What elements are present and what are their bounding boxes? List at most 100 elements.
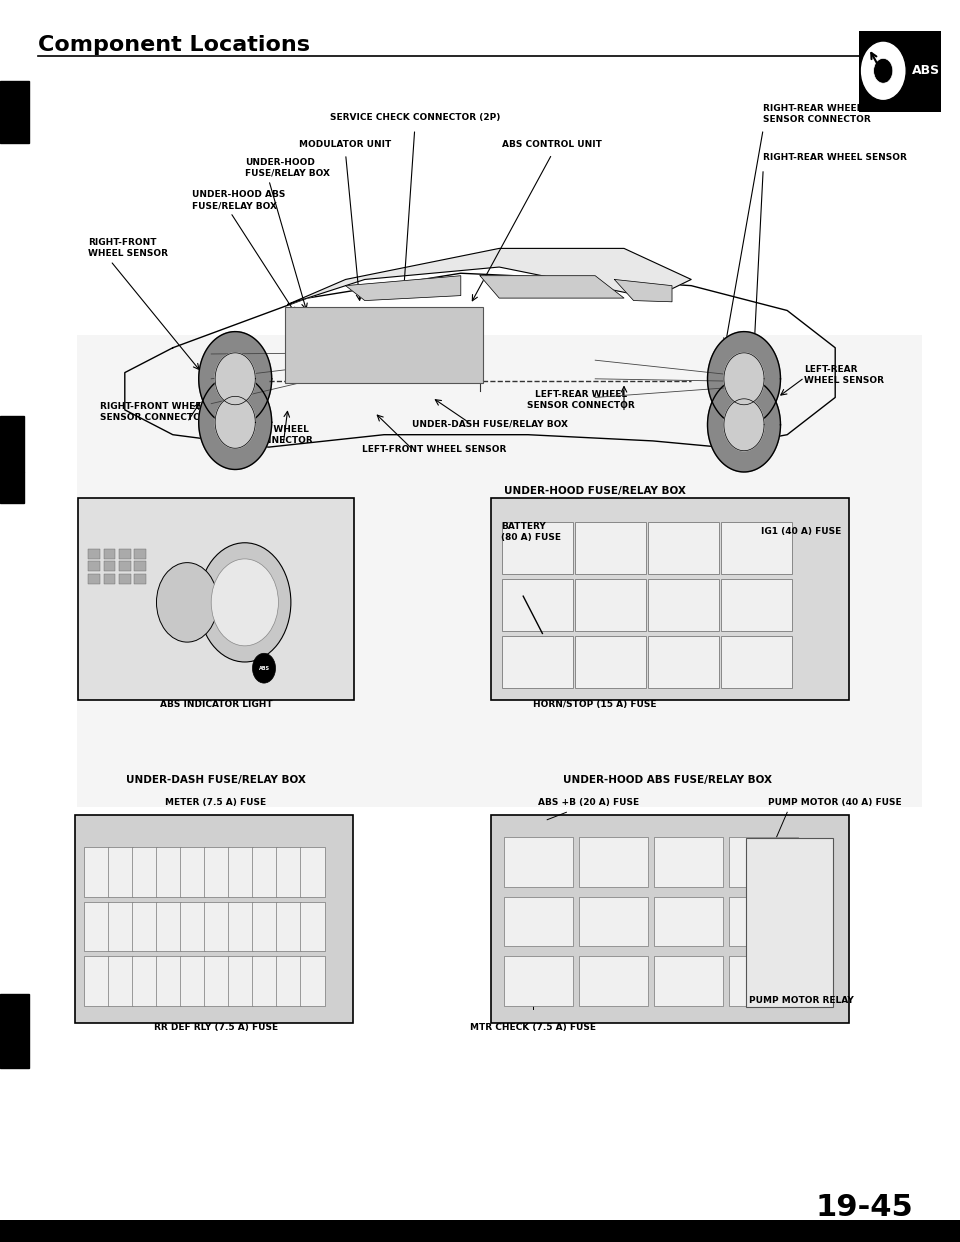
FancyBboxPatch shape [491, 815, 849, 1023]
Text: UNDER-HOOD ABS FUSE/RELAY BOX: UNDER-HOOD ABS FUSE/RELAY BOX [563, 775, 772, 785]
FancyBboxPatch shape [77, 335, 922, 807]
FancyBboxPatch shape [156, 902, 181, 951]
FancyBboxPatch shape [276, 902, 301, 951]
Text: IG1 (40 A) FUSE: IG1 (40 A) FUSE [761, 527, 842, 537]
FancyBboxPatch shape [276, 956, 301, 1006]
FancyBboxPatch shape [108, 902, 133, 951]
Text: UNDER-HOOD FUSE/RELAY BOX: UNDER-HOOD FUSE/RELAY BOX [504, 486, 686, 496]
FancyBboxPatch shape [119, 549, 131, 559]
Text: UNDER-HOOD ABS
FUSE/RELAY BOX: UNDER-HOOD ABS FUSE/RELAY BOX [192, 190, 285, 210]
FancyBboxPatch shape [579, 837, 648, 887]
FancyBboxPatch shape [104, 574, 115, 584]
Circle shape [874, 58, 893, 83]
FancyBboxPatch shape [84, 847, 109, 897]
FancyBboxPatch shape [575, 636, 646, 688]
FancyBboxPatch shape [721, 579, 792, 631]
FancyBboxPatch shape [0, 994, 29, 1068]
FancyBboxPatch shape [721, 636, 792, 688]
Polygon shape [724, 399, 764, 451]
Polygon shape [724, 353, 764, 405]
FancyBboxPatch shape [729, 897, 798, 946]
Text: carmanualsonline.info: carmanualsonline.info [637, 1225, 745, 1235]
FancyBboxPatch shape [504, 956, 573, 1006]
FancyBboxPatch shape [156, 956, 181, 1006]
Text: UNDER-DASH FUSE/RELAY BOX: UNDER-DASH FUSE/RELAY BOX [412, 419, 567, 428]
Text: ABS: ABS [912, 65, 940, 77]
FancyBboxPatch shape [300, 902, 325, 951]
FancyBboxPatch shape [132, 956, 157, 1006]
FancyBboxPatch shape [134, 549, 146, 559]
FancyBboxPatch shape [504, 897, 573, 946]
FancyBboxPatch shape [252, 902, 277, 951]
Text: LEFT-REAR
WHEEL SENSOR: LEFT-REAR WHEEL SENSOR [804, 365, 884, 385]
Text: PUMP MOTOR (40 A) FUSE: PUMP MOTOR (40 A) FUSE [768, 797, 901, 807]
FancyBboxPatch shape [300, 847, 325, 897]
FancyBboxPatch shape [575, 579, 646, 631]
FancyBboxPatch shape [0, 416, 24, 472]
Text: RIGHT-REAR WHEEL SENSOR: RIGHT-REAR WHEEL SENSOR [763, 153, 907, 163]
FancyBboxPatch shape [180, 902, 205, 951]
FancyBboxPatch shape [502, 522, 573, 574]
FancyBboxPatch shape [252, 847, 277, 897]
Text: PUMP MOTOR RELAY: PUMP MOTOR RELAY [749, 996, 854, 1005]
Polygon shape [215, 353, 255, 405]
Text: LEFT-REAR WHEEL
SENSOR CONNECTOR: LEFT-REAR WHEEL SENSOR CONNECTOR [527, 390, 635, 410]
FancyBboxPatch shape [648, 636, 719, 688]
FancyBboxPatch shape [276, 847, 301, 897]
Circle shape [252, 653, 276, 683]
Circle shape [211, 559, 278, 646]
Polygon shape [199, 332, 272, 426]
FancyBboxPatch shape [84, 956, 109, 1006]
Text: RR DEF RLY (7.5 A) FUSE: RR DEF RLY (7.5 A) FUSE [154, 1023, 278, 1032]
Text: MODULATOR UNIT: MODULATOR UNIT [300, 139, 392, 149]
FancyBboxPatch shape [108, 956, 133, 1006]
Text: SERVICE CHECK CONNECTOR (2P): SERVICE CHECK CONNECTOR (2P) [329, 113, 500, 123]
FancyBboxPatch shape [0, 1220, 960, 1242]
FancyBboxPatch shape [285, 307, 483, 383]
FancyBboxPatch shape [721, 522, 792, 574]
FancyBboxPatch shape [204, 847, 229, 897]
FancyBboxPatch shape [134, 574, 146, 584]
FancyBboxPatch shape [579, 956, 648, 1006]
FancyBboxPatch shape [134, 561, 146, 571]
FancyBboxPatch shape [88, 561, 100, 571]
FancyBboxPatch shape [84, 902, 109, 951]
FancyBboxPatch shape [654, 897, 723, 946]
FancyBboxPatch shape [88, 549, 100, 559]
FancyBboxPatch shape [204, 902, 229, 951]
FancyBboxPatch shape [228, 902, 253, 951]
FancyBboxPatch shape [0, 472, 24, 503]
Text: ABS INDICATOR LIGHT: ABS INDICATOR LIGHT [159, 700, 273, 709]
FancyBboxPatch shape [119, 561, 131, 571]
Polygon shape [708, 332, 780, 426]
Text: 19-45: 19-45 [815, 1192, 913, 1222]
Text: BATTERY
(80 A) FUSE: BATTERY (80 A) FUSE [501, 522, 561, 542]
FancyBboxPatch shape [502, 636, 573, 688]
Text: UNDER-DASH FUSE/RELAY BOX: UNDER-DASH FUSE/RELAY BOX [126, 775, 306, 785]
FancyBboxPatch shape [504, 837, 573, 887]
FancyBboxPatch shape [0, 81, 29, 143]
FancyBboxPatch shape [119, 574, 131, 584]
Text: LEFT-FRONT WHEEL SENSOR: LEFT-FRONT WHEEL SENSOR [362, 445, 506, 455]
FancyBboxPatch shape [648, 522, 719, 574]
FancyBboxPatch shape [156, 847, 181, 897]
Text: Component Locations: Component Locations [38, 35, 310, 55]
FancyBboxPatch shape [491, 498, 849, 700]
Circle shape [156, 563, 218, 642]
Text: RIGHT-FRONT WHEEL
SENSOR CONNECTOR: RIGHT-FRONT WHEEL SENSOR CONNECTOR [100, 402, 207, 422]
FancyBboxPatch shape [502, 579, 573, 631]
FancyBboxPatch shape [654, 956, 723, 1006]
FancyBboxPatch shape [88, 574, 100, 584]
Polygon shape [288, 248, 691, 304]
Polygon shape [708, 378, 780, 472]
FancyBboxPatch shape [252, 956, 277, 1006]
Text: METER (7.5 A) FUSE: METER (7.5 A) FUSE [165, 797, 267, 807]
Polygon shape [199, 375, 272, 469]
FancyBboxPatch shape [180, 847, 205, 897]
FancyBboxPatch shape [132, 902, 157, 951]
FancyBboxPatch shape [108, 847, 133, 897]
Text: ABS +B (20 A) FUSE: ABS +B (20 A) FUSE [538, 797, 638, 807]
Text: MTR CHECK (7.5 A) FUSE: MTR CHECK (7.5 A) FUSE [469, 1023, 596, 1032]
FancyBboxPatch shape [729, 837, 798, 887]
FancyBboxPatch shape [228, 956, 253, 1006]
